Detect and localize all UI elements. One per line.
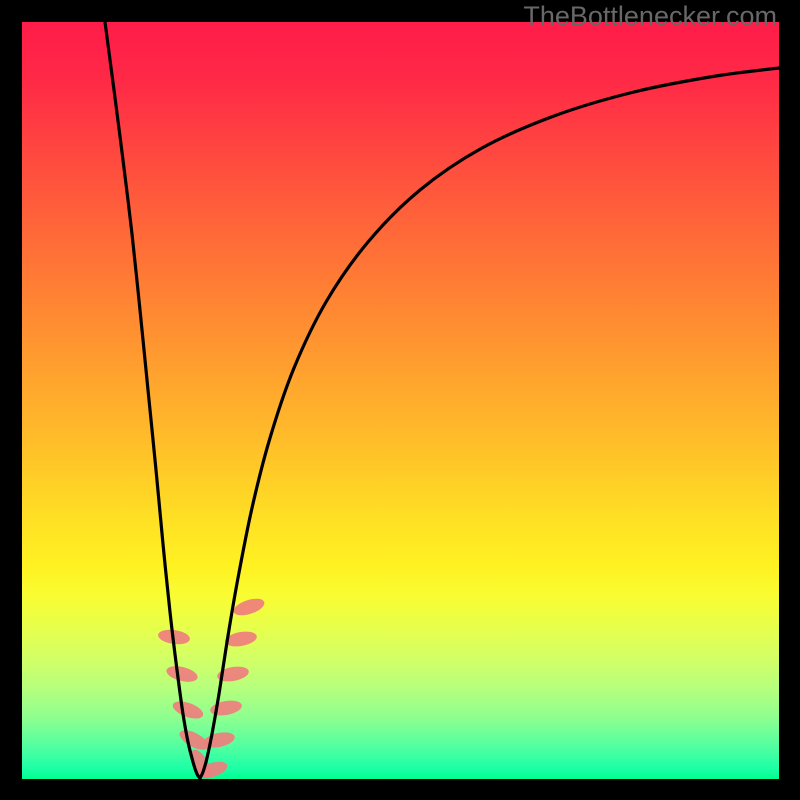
curve-marker <box>171 698 206 722</box>
curve-marker <box>232 595 267 618</box>
curve-layer <box>22 22 779 779</box>
marker-group <box>157 595 266 779</box>
right-curve <box>200 68 779 778</box>
watermark-text: TheBottlenecker.com <box>523 1 777 32</box>
left-curve <box>105 22 200 778</box>
plot-area <box>22 22 779 779</box>
curve-marker <box>165 663 199 684</box>
